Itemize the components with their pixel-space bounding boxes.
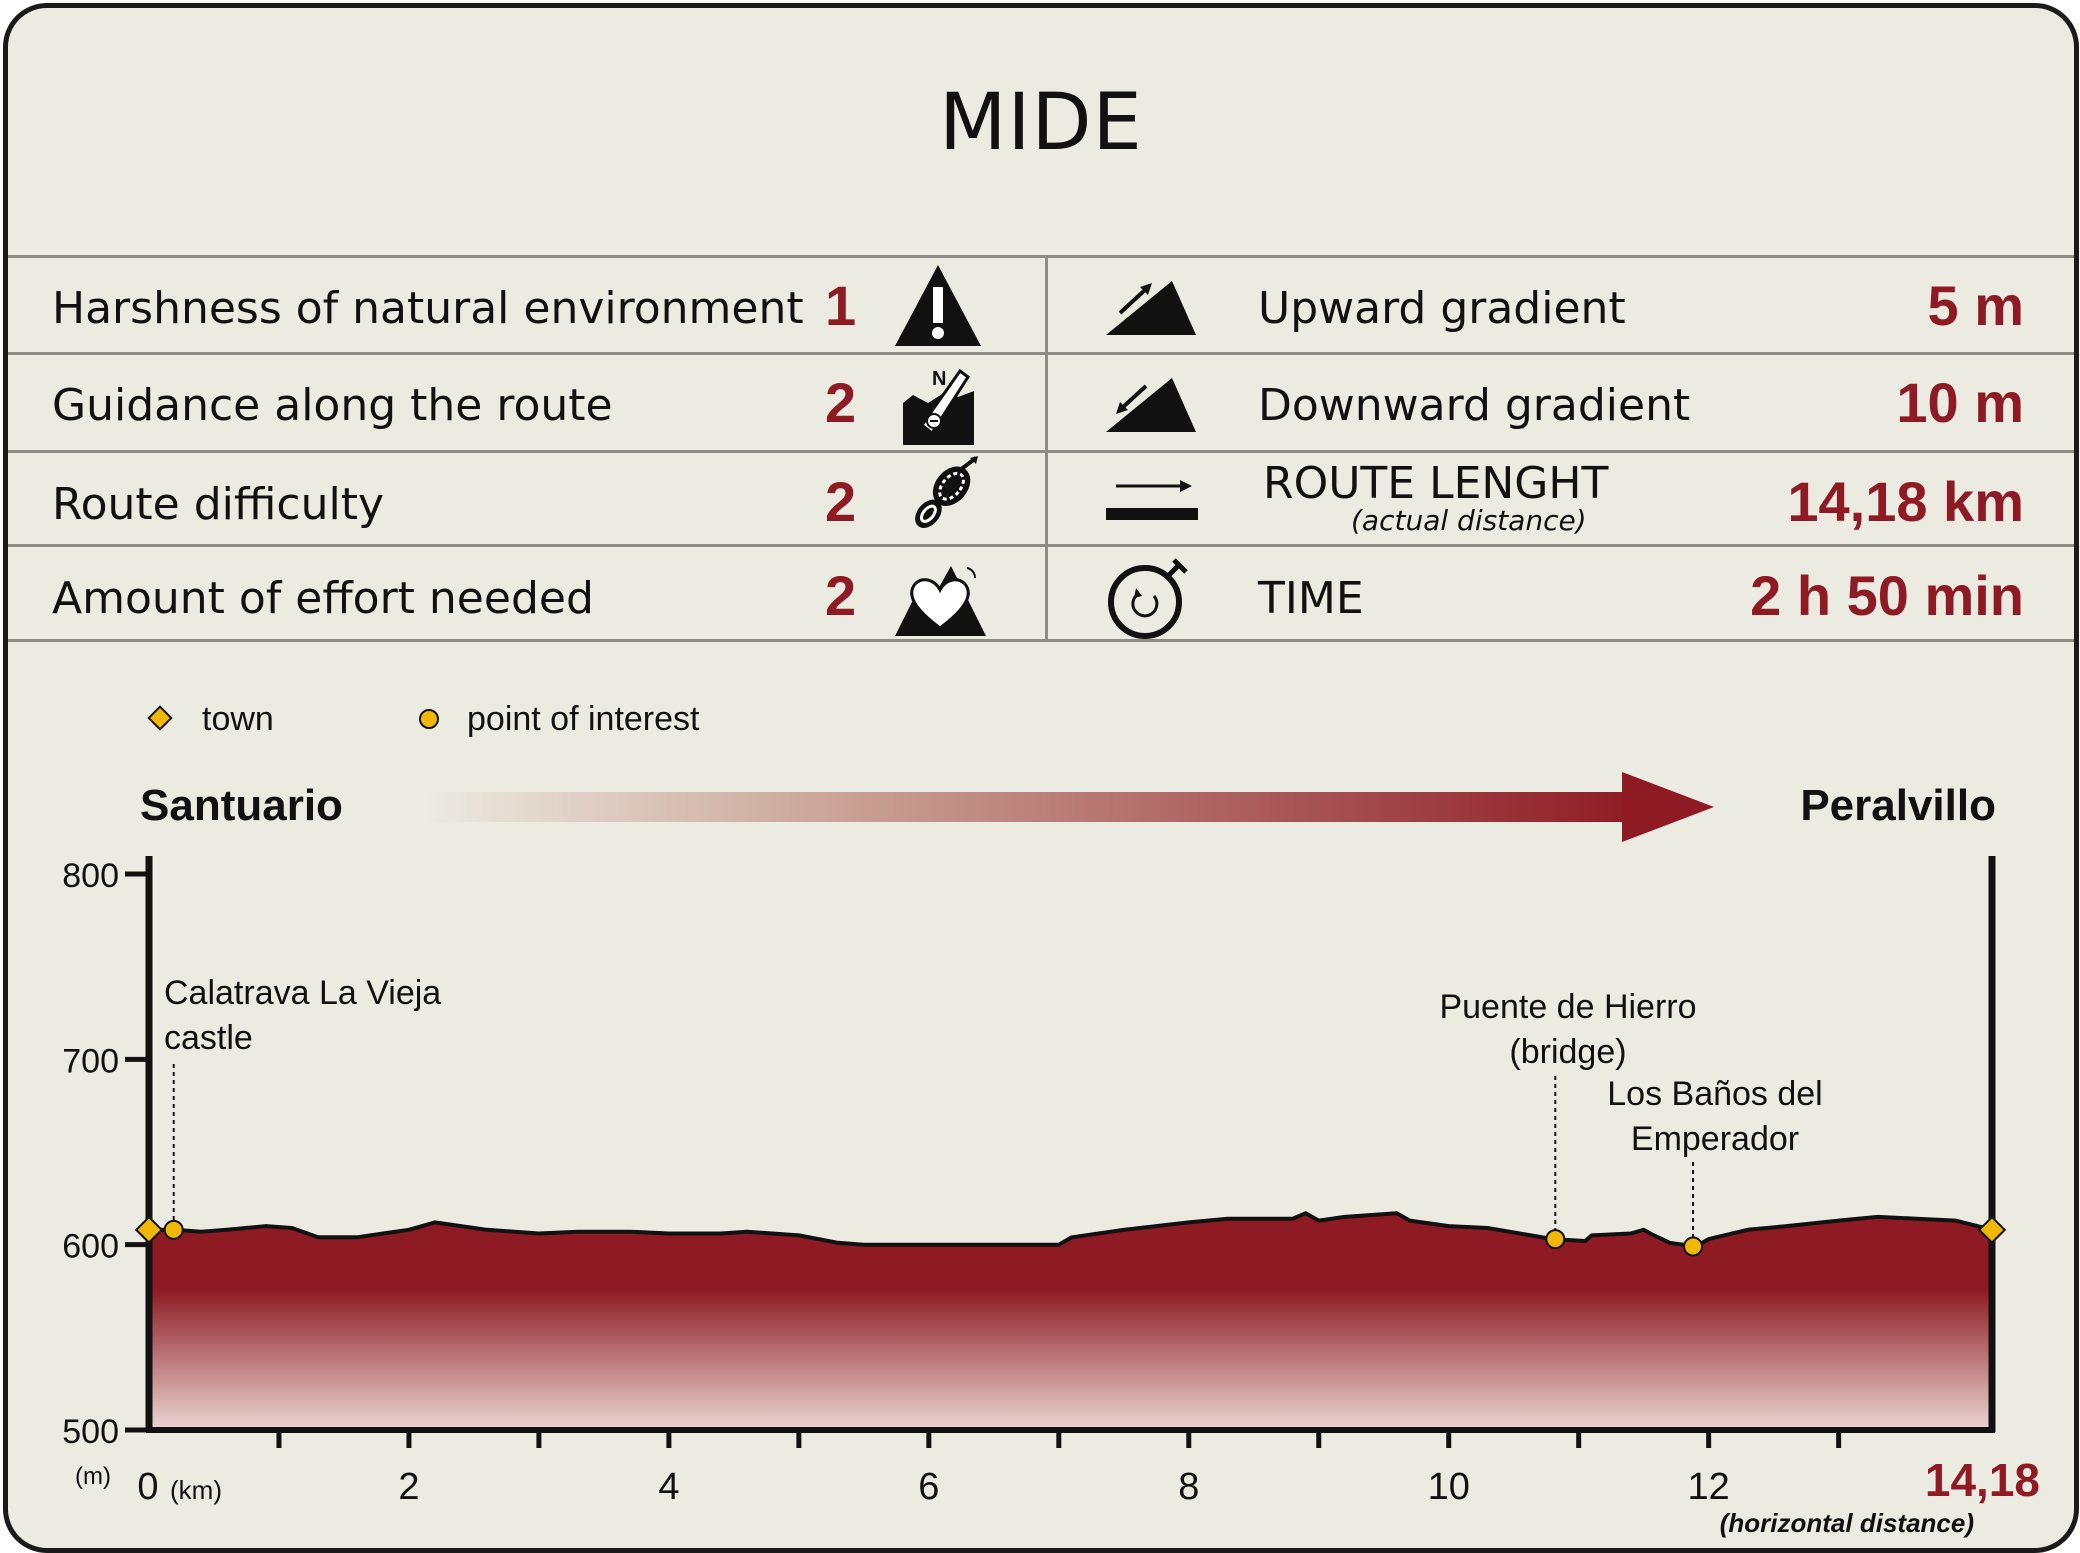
end-town-label: Peralvillo	[1800, 781, 1996, 830]
table-row-divider	[8, 544, 2074, 547]
y-tick-label: 500	[62, 1413, 119, 1451]
downward-gradient-value: 10 m	[1896, 371, 2024, 434]
downward-gradient-icon	[1106, 378, 1196, 432]
poi-label: Calatrava La Vieja	[164, 974, 441, 1012]
compass-sign-icon: N	[903, 368, 974, 445]
poi-label: Los Baños del	[1607, 1075, 1823, 1113]
end-distance-label: 14,18	[1925, 1454, 2040, 1506]
poi-legend-marker	[419, 709, 439, 729]
poi-label: Emperador	[1631, 1120, 1799, 1158]
x-tick-label: 12	[1688, 1466, 1730, 1508]
direction-arrow-bar	[422, 792, 1642, 822]
route-difficulty-value: 2	[825, 470, 857, 533]
route-length-value: 14,18 km	[1787, 470, 2024, 533]
y-tick-label: 800	[62, 857, 119, 895]
poi-label: castle	[164, 1019, 253, 1057]
x-tick-label: 0	[137, 1466, 158, 1508]
elevation-area	[149, 1213, 1992, 1430]
town-marker	[1977, 1215, 2007, 1244]
y-tick-label: 600	[62, 1228, 119, 1266]
stopwatch-icon	[1108, 558, 1188, 639]
x-tick-label: 6	[918, 1466, 939, 1508]
effort-label: Amount of effort needed	[52, 573, 594, 624]
poi-legend-label: point of interest	[467, 700, 700, 738]
guidance-label: Guidance along the route	[52, 380, 613, 431]
page-title: MIDE	[939, 78, 1143, 168]
table-top-line	[8, 255, 2074, 258]
upward-gradient-label: Upward gradient	[1258, 283, 1626, 334]
time-value: 2 h 50 min	[1750, 564, 2024, 627]
downward-gradient-label: Downward gradient	[1258, 380, 1691, 431]
elevation-line	[149, 1211, 1993, 1249]
footprint-icon	[915, 456, 978, 528]
horizontal-distance-label: (horizontal distance)	[1720, 1508, 1974, 1538]
guidance-value: 2	[825, 371, 857, 434]
town-legend-marker	[147, 705, 173, 731]
table-row-divider	[8, 352, 2074, 355]
direction-arrow-head	[1622, 772, 1714, 842]
route-difficulty-label: Route difficulty	[52, 479, 384, 530]
poi-label: Puente de Hierro	[1439, 988, 1696, 1026]
route-length-icon	[1106, 480, 1198, 520]
poi-marker	[1545, 1229, 1566, 1250]
start-town-label: Santuario	[140, 781, 343, 830]
table-row-divider	[8, 450, 2074, 453]
heart-mountain-icon	[895, 566, 986, 636]
x-tick-label: 8	[1178, 1466, 1199, 1508]
harshness-value: 1	[825, 274, 857, 337]
x-tick-label: 10	[1428, 1466, 1470, 1508]
upward-gradient-icon	[1106, 281, 1196, 335]
y-unit-label: (m)	[75, 1463, 111, 1490]
route-length-label: ROUTE LENGHT	[1263, 458, 1609, 509]
upward-gradient-value: 5 m	[1927, 274, 2025, 337]
mide-card: MIDE Harshness of natural environment 1 …	[3, 3, 2079, 1553]
town-legend-label: town	[202, 700, 274, 738]
poi-marker	[1683, 1236, 1704, 1257]
elevation-profile-chart: town point of interest Santuario Peralvi…	[62, 700, 2040, 1538]
route-length-sub: (actual distance)	[1351, 504, 1587, 537]
table-bottom-line	[8, 639, 2074, 642]
town-marker	[134, 1215, 164, 1244]
time-label: TIME	[1258, 573, 1364, 624]
effort-value: 2	[825, 564, 857, 627]
y-tick-label: 700	[62, 1042, 119, 1080]
poi-marker	[163, 1219, 184, 1240]
svg-text:N: N	[932, 368, 946, 390]
warning-mountain-icon	[895, 265, 981, 346]
x-tick-label: 2	[398, 1466, 419, 1508]
x-unit-label: (km)	[170, 1475, 222, 1505]
poi-label: (bridge)	[1509, 1033, 1626, 1071]
harshness-label: Harshness of natural environment	[52, 283, 804, 334]
x-tick-label: 4	[658, 1466, 679, 1508]
table-column-divider	[1045, 255, 1048, 639]
